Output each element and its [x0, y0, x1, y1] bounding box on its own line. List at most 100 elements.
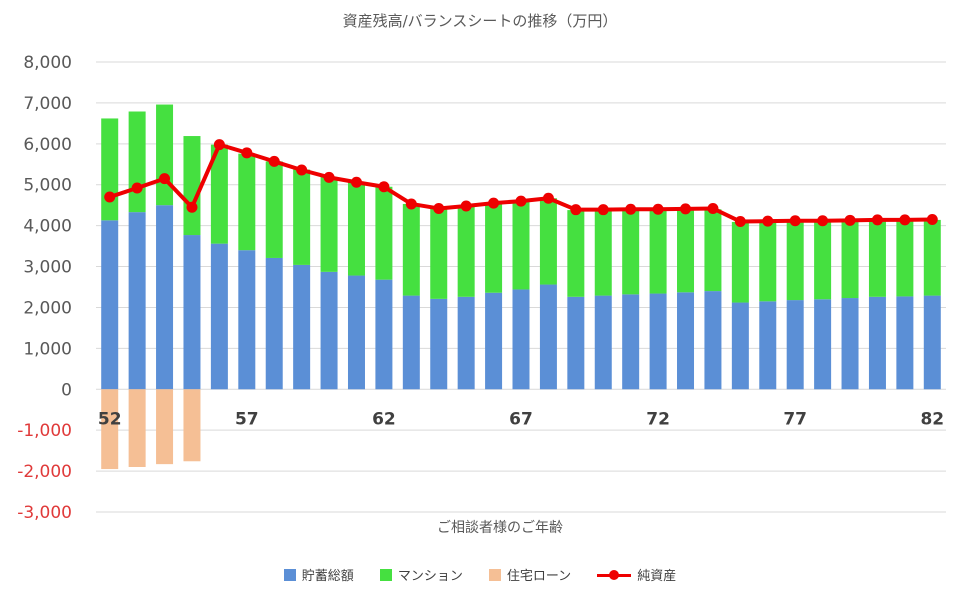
y-tick-label: 6,000	[23, 135, 72, 155]
bar-savings	[731, 302, 749, 390]
x-tick-label: 77	[783, 409, 807, 429]
bar-savings	[512, 289, 530, 390]
bar-mansion	[539, 198, 557, 285]
x-tick-label: 52	[98, 409, 122, 429]
bar-savings	[868, 296, 886, 390]
y-tick-label: 3,000	[23, 258, 72, 278]
bar-savings	[594, 295, 612, 390]
bar-savings	[457, 296, 475, 390]
y-tick-label: 1,000	[23, 339, 72, 359]
bar-mansion	[238, 153, 256, 251]
bar-mansion	[649, 209, 667, 294]
legend-item-mansion: マンション	[379, 565, 463, 584]
x-tick-label: 72	[646, 409, 670, 429]
bar-loan	[156, 389, 174, 465]
net-asset-point	[296, 164, 308, 176]
bar-mansion	[210, 144, 228, 244]
legend: 貯蓄総額 マンション 住宅ローン 純資産	[0, 565, 960, 584]
net-asset-point	[350, 176, 362, 188]
bar-savings	[622, 294, 640, 390]
net-asset-point	[789, 215, 801, 227]
bar-mansion	[814, 220, 832, 300]
x-axis-ticks: 52 57 62 67 72 77 82	[98, 409, 944, 429]
bar-savings	[265, 257, 283, 390]
net-asset-point	[597, 204, 609, 216]
net-asset-point	[378, 181, 390, 193]
bar-mansion	[485, 203, 503, 293]
net-asset-point	[680, 203, 692, 215]
bar-mansion	[677, 208, 695, 293]
net-asset-point	[186, 201, 198, 213]
legend-swatch-savings	[283, 568, 296, 581]
net-asset-point	[926, 214, 938, 225]
bar-mansion	[320, 176, 338, 272]
bar-savings	[375, 279, 393, 390]
x-tick-label: 82	[920, 409, 944, 429]
bar-mansion	[704, 209, 722, 292]
net-asset-line	[104, 139, 938, 228]
net-asset-point	[871, 214, 883, 226]
bar-savings	[704, 291, 722, 390]
y-tick-label: -3,000	[17, 503, 72, 523]
bar-savings	[923, 295, 941, 390]
x-tick-label: 57	[235, 409, 259, 429]
bar-savings	[896, 296, 914, 390]
bar-mansion	[868, 219, 886, 297]
bar-loan	[128, 389, 146, 467]
net-asset-point	[762, 215, 774, 227]
bar-savings	[567, 296, 585, 390]
bar-mansion	[128, 111, 146, 213]
bar-mansion	[896, 219, 914, 297]
net-asset-point	[268, 155, 280, 167]
bar-savings	[293, 264, 311, 390]
net-asset-point	[433, 202, 445, 214]
bar-savings	[786, 300, 804, 390]
net-asset-point	[241, 147, 253, 159]
bar-savings	[814, 299, 832, 390]
net-asset-point	[104, 191, 116, 203]
y-tick-label: 0	[61, 380, 72, 400]
bar-savings	[320, 271, 338, 390]
bar-mansion	[512, 200, 530, 290]
bar-savings	[238, 250, 256, 390]
bar-savings	[402, 295, 420, 390]
net-asset-point	[625, 203, 637, 215]
legend-item-net: 純資産	[597, 565, 676, 584]
net-asset-point	[899, 214, 911, 226]
net-asset-point	[570, 204, 582, 216]
bar-savings	[485, 292, 503, 390]
net-asset-point	[542, 192, 554, 204]
bar-mansion	[786, 221, 804, 301]
net-asset-point	[131, 182, 143, 194]
net-asset-point	[515, 195, 527, 207]
legend-item-savings: 貯蓄総額	[283, 565, 354, 584]
bar-mansion	[293, 169, 311, 265]
x-tick-label: 67	[509, 409, 533, 429]
bar-mansion	[265, 161, 283, 258]
bar-mansion	[156, 104, 174, 206]
bar-mansion	[841, 220, 859, 299]
y-axis-ticks: 8,000 7,000 6,000 5,000 4,000 3,000 2,000 1,000…	[17, 53, 72, 523]
legend-swatch-net	[597, 569, 632, 581]
x-axis-title: ご相談者様のご年齢	[437, 520, 563, 536]
bar-loan	[101, 389, 119, 470]
bar-mansion	[183, 136, 201, 236]
net-asset-point	[460, 200, 472, 212]
legend-swatch-mansion	[379, 568, 392, 581]
bar-loan	[183, 389, 201, 462]
bar-mansion	[402, 203, 420, 296]
bar-savings	[539, 284, 557, 390]
bar-mansion	[731, 221, 749, 303]
legend-swatch-loan	[488, 568, 501, 581]
legend-label-mansion: マンション	[397, 569, 463, 584]
bar-mansion	[923, 219, 941, 296]
y-tick-label: 8,000	[23, 53, 72, 73]
bar-mansion	[622, 209, 640, 295]
legend-item-loan: 住宅ローン	[488, 565, 571, 584]
bar-savings	[841, 298, 859, 390]
net-asset-point	[159, 173, 171, 185]
net-asset-point	[707, 202, 719, 214]
bar-mansion	[347, 181, 365, 276]
bar-savings	[430, 298, 448, 390]
